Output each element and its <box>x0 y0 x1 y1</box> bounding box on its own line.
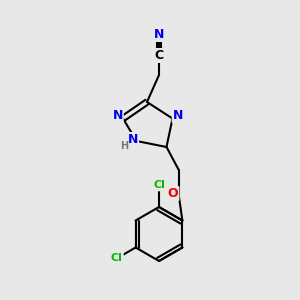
Text: N: N <box>154 28 164 41</box>
Text: N: N <box>128 133 138 146</box>
Text: C: C <box>154 49 164 62</box>
Text: N: N <box>173 109 183 122</box>
Text: O: O <box>168 187 178 200</box>
Text: N: N <box>112 109 123 122</box>
Text: Cl: Cl <box>153 180 165 190</box>
Text: H: H <box>120 141 128 152</box>
Text: Cl: Cl <box>111 253 123 263</box>
